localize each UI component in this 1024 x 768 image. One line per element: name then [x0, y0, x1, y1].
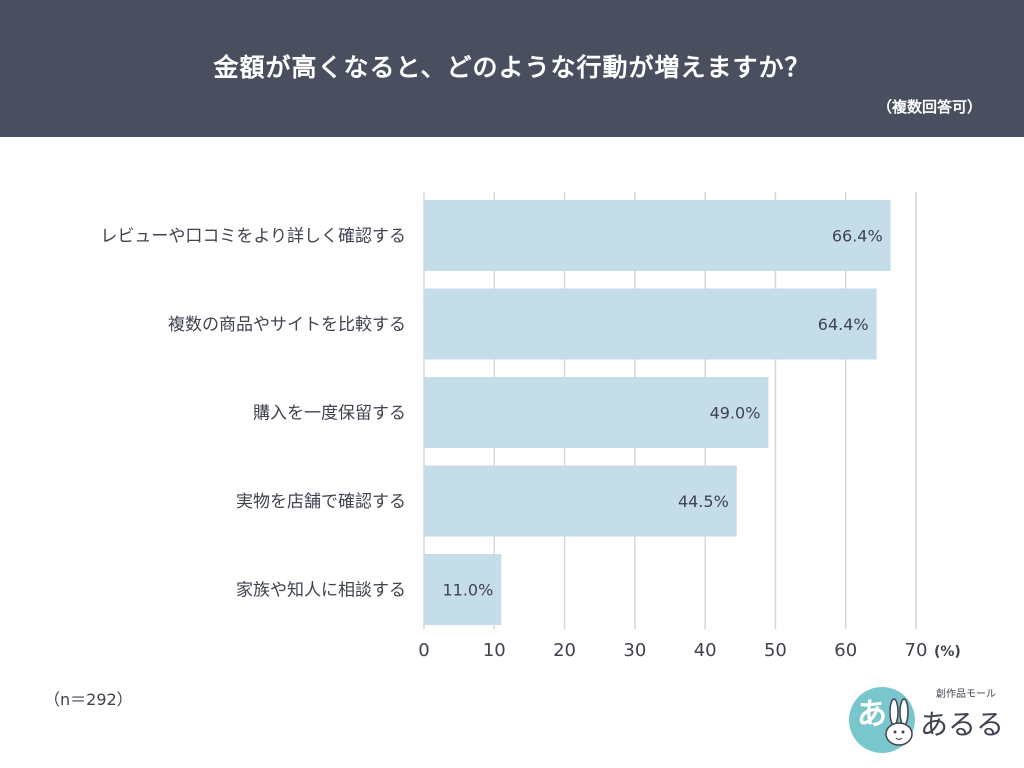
category-label: 家族や知人に相談する: [236, 581, 406, 601]
sample-size-note: （n＝292）: [44, 690, 133, 709]
chart-title: 金額が高くなると、どのような行動が増えますか？: [213, 53, 811, 82]
bar: [424, 554, 502, 625]
x-tick-label: 0: [418, 640, 429, 661]
x-tick-label: 50: [764, 640, 787, 661]
x-tick-label: 30: [623, 640, 646, 661]
bar: [424, 288, 877, 360]
data-label: 11.0%: [442, 581, 493, 600]
chart-subtitle: （複数回答可）: [876, 98, 982, 116]
data-label: 64.4%: [818, 315, 869, 334]
rabbit-icon: [885, 698, 913, 746]
x-tick-label: 40: [694, 640, 717, 661]
logo-mark-letter: あ: [857, 697, 887, 732]
data-label: 49.0%: [710, 404, 761, 423]
category-label: レビューや口コミをより詳しく確認する: [100, 227, 406, 247]
bar: [424, 377, 769, 448]
x-tick-label: 10: [483, 640, 506, 661]
category-label: 実物を店舗で確認する: [236, 492, 406, 512]
bar: [424, 465, 737, 537]
arulu-logo: あ 創作品モール あるる: [849, 687, 1004, 753]
logo-tagline: 創作品モール: [936, 688, 996, 700]
x-tick-label: 60: [834, 640, 857, 661]
data-label: 44.5%: [678, 492, 729, 511]
x-tick-label: 20: [553, 640, 576, 661]
bar: [424, 200, 891, 271]
x-axis-unit: (%): [934, 644, 961, 660]
category-label: 購入を一度保留する: [253, 404, 406, 424]
data-label: 66.4%: [832, 227, 883, 246]
header-bar: 金額が高くなると、どのような行動が増えますか？ （複数回答可）: [0, 0, 1024, 137]
x-tick-label: 70: [905, 640, 928, 661]
logo-brand-name: あるる: [920, 708, 1004, 741]
bar-chart: 0 10 20 30 40 50 60 70 (%) レビューや口コミをより詳しく確認する 66.4…: [100, 192, 961, 661]
category-label: 複数の商品やサイトを比較する: [168, 315, 406, 335]
